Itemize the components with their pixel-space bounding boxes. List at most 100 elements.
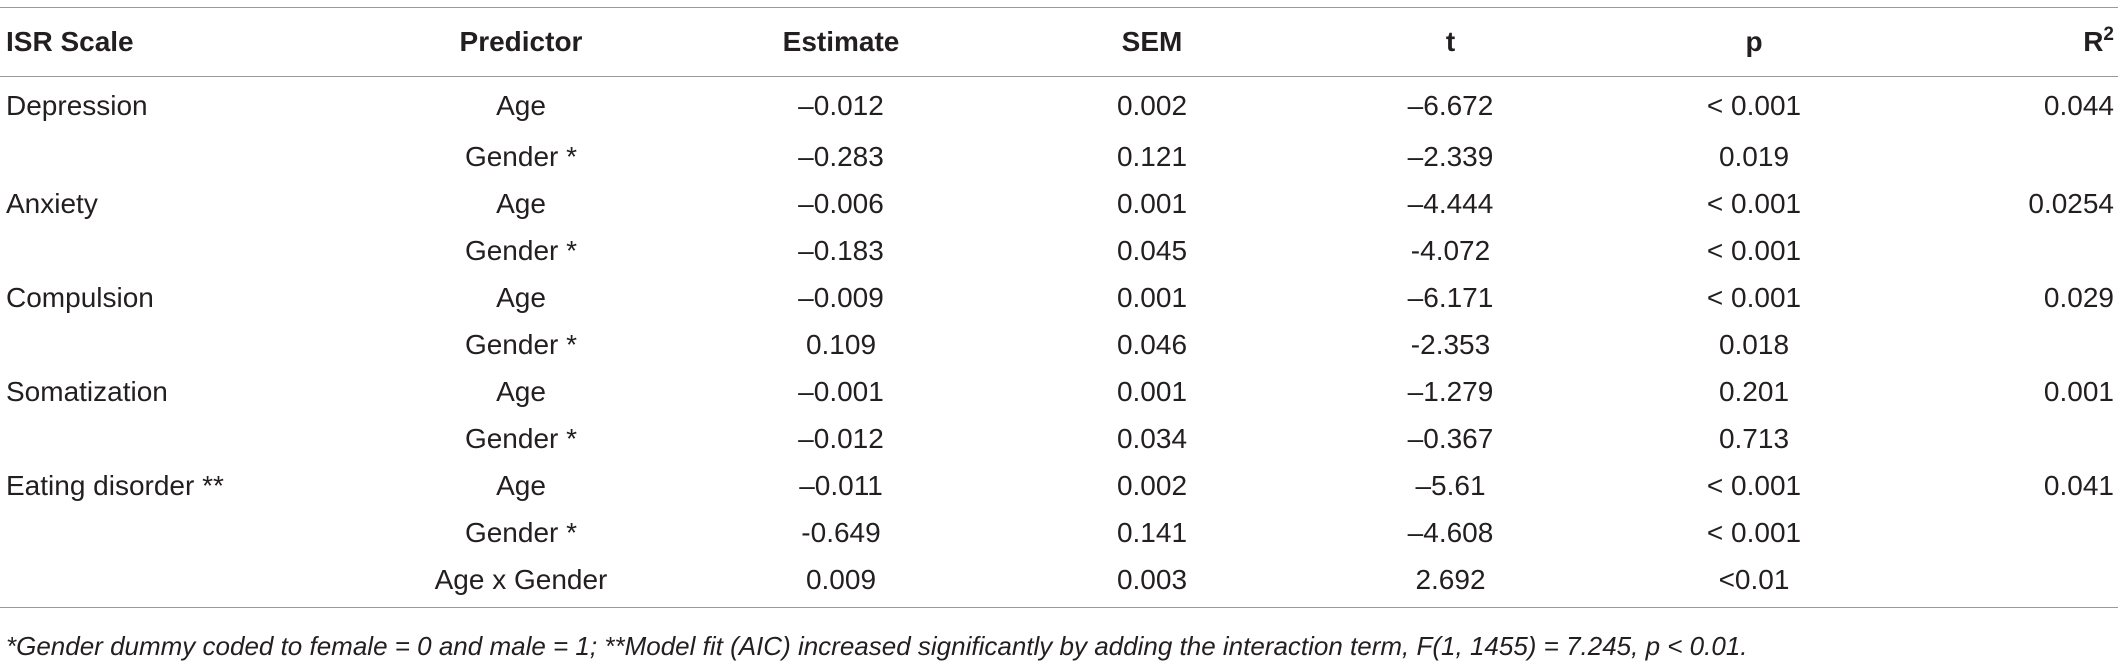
cell-r-squared [1905, 227, 2118, 274]
cell-estimate: 0.009 [805, 564, 877, 595]
table-row: Gender * –0.183 0.045 -4.072 < 0.001 [0, 227, 2118, 274]
cell-predictor: Age [496, 469, 546, 501]
cell-p-value: < 0.001 [1706, 234, 1802, 266]
cell-sem: 0.046 [1116, 328, 1188, 360]
cell-t-value: –4.608 [1407, 516, 1494, 548]
cell-sem: 0.121 [1116, 140, 1188, 172]
table-row: Depression Age –0.012 0.002 –6.672 < 0.001 0.0… [0, 77, 2118, 134]
cell-isr-scale [0, 321, 366, 368]
cell-predictor: Age x Gender [434, 564, 608, 595]
cell-isr-scale [0, 415, 366, 462]
cell-r-squared [1905, 133, 2118, 180]
cell-p-value: < 0.001 [1706, 469, 1802, 501]
cell-sem: 0.045 [1116, 234, 1188, 266]
cell-isr-scale: Somatization [6, 375, 168, 407]
cell-t-value: -2.353 [1410, 328, 1491, 360]
cell-sem: 0.001 [1116, 187, 1188, 219]
header-sem: SEM [1121, 26, 1183, 57]
cell-isr-scale [0, 133, 366, 180]
cell-sem: 0.001 [1116, 375, 1188, 407]
cell-t-value: -4.072 [1410, 234, 1491, 266]
cell-r-squared: 0.029 [2043, 281, 2114, 313]
table-header: ISR Scale Predictor Estimate SEM t p R2 [0, 7, 2118, 77]
cell-sem: 0.003 [1116, 564, 1188, 595]
regression-table: ISR Scale Predictor Estimate SEM t p R2 … [0, 7, 2118, 608]
cell-isr-scale [0, 509, 366, 556]
cell-isr-scale [0, 227, 366, 274]
header-estimate: Estimate [782, 26, 900, 57]
cell-sem: 0.001 [1116, 281, 1188, 313]
cell-sem: 0.002 [1116, 469, 1188, 501]
table-footnote: *Gender dummy coded to female = 0 and ma… [6, 631, 1748, 661]
cell-p-value: 0.713 [1718, 422, 1790, 454]
cell-estimate: –0.001 [798, 375, 884, 407]
cell-predictor: Gender * [464, 234, 578, 266]
table-row: Gender * –0.283 0.121 –2.339 0.019 [0, 133, 2118, 180]
cell-p-value: < 0.001 [1706, 187, 1802, 219]
cell-estimate: –0.183 [798, 234, 884, 266]
cell-sem: 0.141 [1116, 516, 1188, 548]
cell-estimate: –0.009 [798, 281, 884, 313]
table-row: Somatization Age –0.001 0.001 –1.279 0.201 0.0… [0, 368, 2118, 415]
cell-isr-scale: Eating disorder ** [6, 469, 224, 501]
cell-r-squared: 0.001 [2043, 375, 2114, 407]
header-r-squared: R2 [1905, 8, 2118, 77]
cell-p-value: < 0.001 [1706, 516, 1802, 548]
cell-estimate: –0.012 [798, 422, 884, 454]
cell-t-value: –2.339 [1407, 140, 1494, 172]
cell-p-value: < 0.001 [1706, 281, 1802, 313]
cell-predictor: Gender * [464, 328, 578, 360]
cell-estimate: 0.109 [805, 328, 877, 360]
cell-estimate: -0.649 [801, 516, 881, 548]
cell-t-value: –0.367 [1407, 422, 1494, 454]
cell-sem: 0.034 [1116, 422, 1188, 454]
table-row: Gender * –0.012 0.034 –0.367 0.713 [0, 415, 2118, 462]
cell-estimate: –0.006 [798, 187, 884, 219]
header-r-squared-superscript: 2 [2103, 24, 2114, 45]
cell-t-value: 2.692 [1415, 564, 1486, 595]
header-r-squared-base: R [2083, 26, 2104, 57]
cell-sem: 0.002 [1116, 90, 1188, 121]
cell-p-value: < 0.001 [1706, 90, 1802, 121]
table-row: Eating disorder ** Age –0.011 0.002 –5.61 < 0… [0, 462, 2118, 509]
header-isr-scale: ISR Scale [6, 26, 134, 57]
table-row: Age x Gender 0.009 0.003 2.692 <0.01 [0, 556, 2118, 608]
table-row: Gender * -0.649 0.141 –4.608 < 0.001 [0, 509, 2118, 556]
cell-t-value: –1.279 [1407, 375, 1494, 407]
cell-isr-scale: Depression [6, 90, 148, 121]
cell-r-squared: 0.0254 [2028, 187, 2114, 219]
header-p: p [1745, 26, 1763, 57]
cell-isr-scale: Anxiety [6, 187, 98, 219]
header-t: t [1445, 26, 1456, 57]
cell-estimate: –0.011 [799, 469, 883, 501]
cell-p-value: 0.018 [1718, 328, 1790, 360]
cell-r-squared: 0.041 [2043, 469, 2114, 501]
cell-t-value: –6.672 [1407, 90, 1494, 121]
table-body: Depression Age –0.012 0.002 –6.672 < 0.001 0.0… [0, 77, 2118, 608]
cell-estimate: –0.012 [798, 90, 884, 121]
cell-estimate: –0.283 [798, 140, 884, 172]
header-row: ISR Scale Predictor Estimate SEM t p R2 [0, 7, 2118, 77]
cell-predictor: Age [496, 375, 546, 407]
cell-r-squared [1905, 415, 2118, 462]
table-row: Compulsion Age –0.009 0.001 –6.171 < 0.001 0.0… [0, 274, 2118, 321]
table-row: Gender * 0.109 0.046 -2.353 0.018 [0, 321, 2118, 368]
cell-predictor: Age [496, 281, 546, 313]
header-predictor: Predictor [459, 26, 583, 57]
cell-p-value: 0.019 [1718, 140, 1790, 172]
cell-r-squared [1905, 321, 2118, 368]
cell-isr-scale: Compulsion [6, 281, 154, 313]
table-row: Anxiety Age –0.006 0.001 –4.444 < 0.001 0.0254 [0, 180, 2118, 227]
cell-predictor: Gender * [464, 516, 578, 548]
cell-p-value: <0.01 [1718, 564, 1790, 595]
cell-predictor: Gender * [464, 422, 578, 454]
cell-t-value: –6.171 [1407, 281, 1494, 313]
cell-r-squared: 0.044 [2043, 90, 2114, 121]
cell-t-value: –4.444 [1407, 187, 1494, 219]
cell-t-value: –5.61 [1415, 469, 1486, 501]
cell-predictor: Age [496, 90, 546, 121]
cell-r-squared [1905, 556, 2118, 608]
cell-p-value: 0.201 [1718, 375, 1790, 407]
cell-r-squared [1905, 509, 2118, 556]
